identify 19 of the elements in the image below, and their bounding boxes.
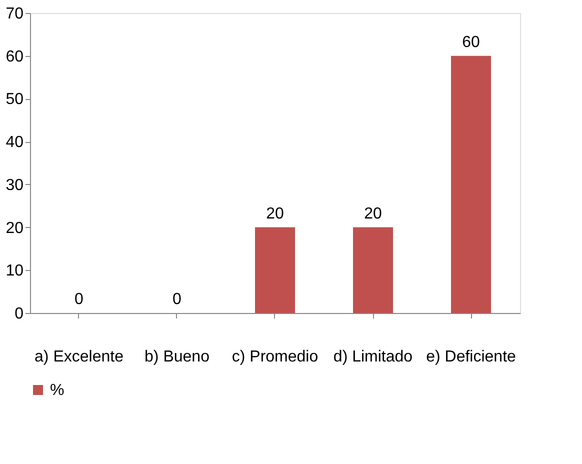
data-label: 0	[172, 291, 182, 308]
data-label: 60	[462, 34, 480, 51]
y-tick-label: 20	[6, 220, 24, 237]
data-label: 0	[74, 291, 84, 308]
x-tick-label: d) Limitado	[333, 348, 413, 366]
y-tick-label: 0	[14, 306, 24, 322]
y-tick-label: 60	[6, 48, 24, 66]
x-tick-label: c) Promedio	[232, 348, 318, 366]
x-tick-label: b) Bueno	[144, 348, 210, 366]
y-tick-label: 30	[6, 176, 24, 194]
legend-label: %	[50, 382, 64, 399]
y-tick-label: 70	[6, 6, 24, 22]
x-tick-label: e) Deficiente	[426, 348, 516, 366]
y-tick-label: 10	[6, 262, 24, 280]
y-tick-label: 40	[6, 134, 24, 152]
data-label: 20	[364, 205, 382, 222]
x-tick-label: a) Excelente	[34, 348, 124, 366]
data-label: 20	[266, 205, 284, 222]
y-tick-label: 50	[6, 91, 24, 108]
